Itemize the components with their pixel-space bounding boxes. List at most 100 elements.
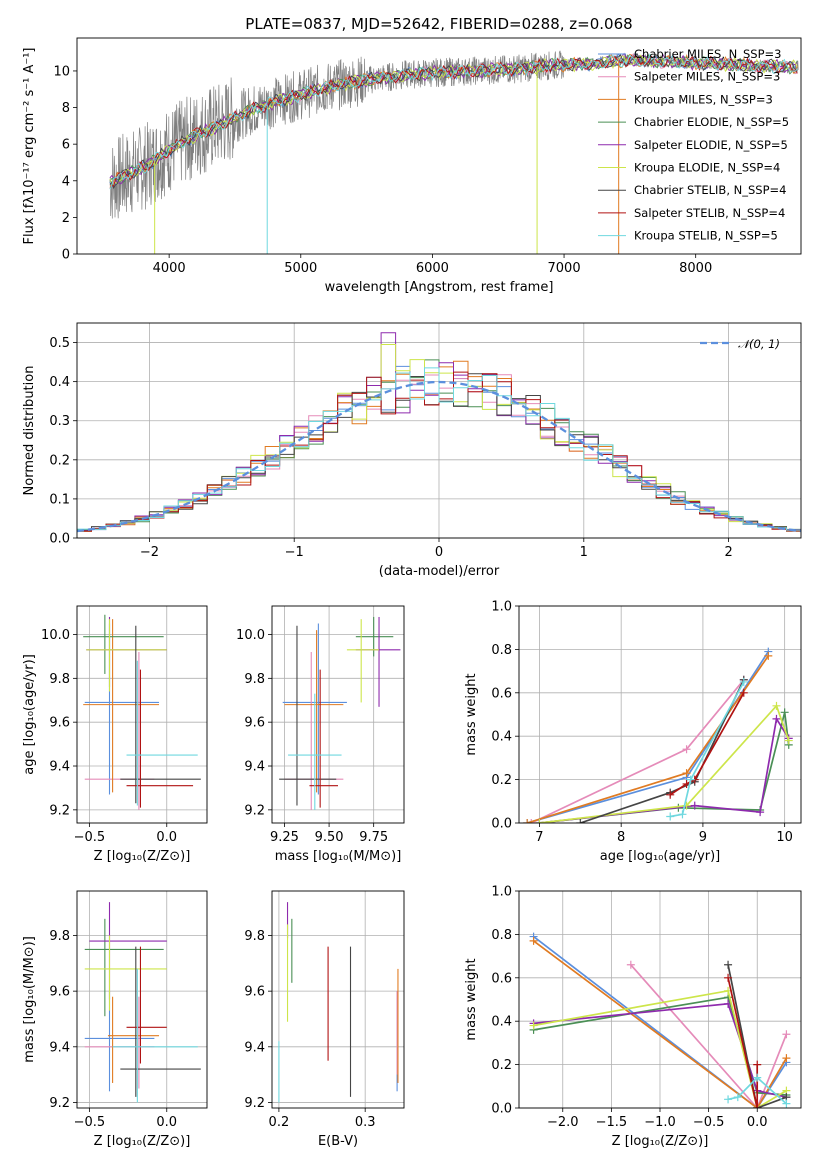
marker-kroupa_miles (782, 1054, 791, 1063)
marker-kroupa_elodie (784, 736, 793, 745)
x-axis-label: age [log₁₀(age/yr)] (600, 849, 721, 864)
y-tick-label: 9.8 (49, 929, 70, 944)
x-tick-label: −1 (285, 545, 304, 560)
x-tick-label: 10 (776, 830, 793, 845)
marker-salpeter_miles (626, 960, 635, 969)
axes-frame (271, 890, 405, 1109)
marker-salpeter_stelib (753, 1060, 762, 1069)
x-axis-label: (data-model)/error (379, 564, 500, 579)
massweight_vs_age-plot (523, 647, 793, 823)
y-tick-label: 0.6 (491, 971, 512, 986)
series-line-kroupa_miles (526, 655, 769, 823)
legend-entry: Kroupa STELIB, N_SSP=5 (634, 229, 778, 243)
y-tick-label: 1.0 (491, 600, 512, 615)
y-tick-label: 9.6 (244, 716, 265, 731)
x-tick-label: 0.2 (269, 1115, 290, 1130)
legend-entry: Salpeter MILES, N_SSP=3 (634, 70, 780, 84)
marker-salpeter_miles (527, 819, 536, 823)
marker-salpeter_elodie (690, 801, 699, 810)
y-tick-label: 0 (62, 248, 70, 263)
y-tick-label: 0.6 (491, 686, 512, 701)
chart-title: PLATE=0837, MJD=52642, FIBERID=0288, z=0… (245, 15, 632, 33)
axes-frame (76, 322, 802, 539)
y-tick-label: 9.4 (49, 1040, 70, 1055)
axes-frame (271, 605, 405, 824)
residuals-panel: −2 −1 0 1 2 0.0 0.1 0.2 0.3 0.4 0.5 (data-model)/er… (22, 322, 802, 579)
x-tick-label: −1.0 (644, 1115, 676, 1130)
legend: 𝒩(0, 1) (700, 337, 780, 351)
marker-kroupa_miles (523, 819, 532, 823)
mass_vs_ebv-panel: 0.2 0.3 9.2 9.4 9.6 9.8 E(B-V) (244, 890, 405, 1149)
x-tick-label: 0.0 (747, 1115, 768, 1130)
y-tick-label: 9.8 (49, 672, 70, 687)
marker-kroupa_miles (764, 651, 773, 660)
marker-salpeter_stelib (739, 688, 748, 697)
marker-kroupa_elodie (535, 819, 544, 823)
series-line-salpeter_miles (530, 679, 745, 823)
y-axis-label: mass [log₁₀(M/M⊙)] (22, 936, 37, 1063)
marker-salpeter_elodie (756, 808, 765, 817)
y-tick-label: 0.0 (491, 1102, 512, 1117)
x-axis-label: wavelength [Angstrom, rest frame] (325, 280, 554, 295)
y-axis-label: age [log₁₀(age/yr)] (22, 654, 37, 775)
y-tick-label: 0.0 (491, 817, 512, 832)
spectrum-plot (109, 50, 799, 254)
marker-salpeter_miles (782, 1030, 791, 1039)
legend-entry: Chabrier STELIB, N_SSP=4 (634, 183, 786, 197)
axes-frame (76, 605, 208, 824)
marker-kroupa_stelib (739, 677, 748, 686)
mass_vs_Z-plot (84, 902, 201, 1103)
y-tick-label: 10 (53, 64, 70, 79)
y-tick-label: 9.8 (244, 672, 265, 687)
series-line-chabrier_stelib (727, 964, 787, 1108)
y-tick-label: 0.8 (491, 928, 512, 943)
series-line-salpeter_miles (630, 964, 788, 1108)
y-tick-label: 10.0 (236, 628, 265, 643)
age_vs_Z-plot (83, 614, 201, 810)
axes-frame (518, 605, 802, 824)
mass_vs_ebv-plot (278, 902, 399, 1103)
series-line-kroupa_elodie (539, 704, 790, 823)
y-tick-label: 9.6 (49, 716, 70, 731)
y-tick-label: 0.3 (49, 414, 70, 429)
marker-kroupa_stelib (753, 1073, 762, 1082)
y-tick-label: 4 (62, 174, 70, 189)
series-line-chabrier_miles (533, 935, 788, 1108)
series-line-kroupa_miles (533, 940, 788, 1108)
x-tick-label: 0 (435, 545, 443, 560)
residuals-plot (77, 332, 801, 533)
x-axis-label: mass [log₁₀(M/M⊙)] (275, 849, 402, 864)
y-tick-label: 0.4 (49, 375, 70, 390)
y-tick-label: 0.2 (49, 453, 70, 468)
y-tick-label: 9.4 (244, 1040, 265, 1055)
x-tick-label: 2 (724, 545, 732, 560)
y-tick-label: 9.6 (49, 985, 70, 1000)
x-tick-label: −2 (140, 545, 159, 560)
y-tick-label: 9.8 (244, 929, 265, 944)
axes-frame (76, 37, 802, 255)
series-line-kroupa_elodie (533, 989, 787, 1108)
residual-hist-kroupa_stelib (77, 367, 801, 531)
x-axis-label: Z [log₁₀(Z/Z⊙)] (94, 849, 191, 864)
x-tick-label: 0.0 (156, 830, 177, 845)
marker-salpeter_stelib (724, 973, 733, 982)
x-tick-label: 4000 (153, 261, 186, 276)
legend-entry: Chabrier MILES, N_SSP=3 (634, 47, 781, 61)
axes-frame (76, 890, 208, 1109)
y-tick-label: 0.8 (491, 643, 512, 658)
y-axis-label: Flux [fλ10⁻¹⁷ erg cm⁻² s⁻¹ A⁻¹] (22, 48, 37, 245)
marker-kroupa_elodie (529, 1021, 538, 1030)
y-tick-label: 6 (62, 138, 70, 153)
marker-kroupa_stelib (686, 775, 695, 784)
marker-chabrier_stelib (576, 819, 585, 823)
x-tick-label: 9.75 (359, 830, 388, 845)
y-axis-label: mass weight (464, 673, 479, 755)
marker-kroupa_stelib (724, 1095, 733, 1104)
legend-entry: Kroupa ELODIE, N_SSP=4 (634, 161, 780, 175)
mass_vs_Z-panel: −0.5 0.0 9.2 9.4 9.6 9.8 Z [log₁₀(Z/Z⊙)] mass [… (22, 890, 208, 1149)
x-tick-label: 6000 (416, 261, 449, 276)
x-tick-label: 5000 (284, 261, 317, 276)
y-tick-label: 1.0 (491, 885, 512, 900)
legend-entry: Chabrier ELODIE, N_SSP=5 (634, 115, 789, 129)
x-tick-label: 0.0 (156, 1115, 177, 1130)
